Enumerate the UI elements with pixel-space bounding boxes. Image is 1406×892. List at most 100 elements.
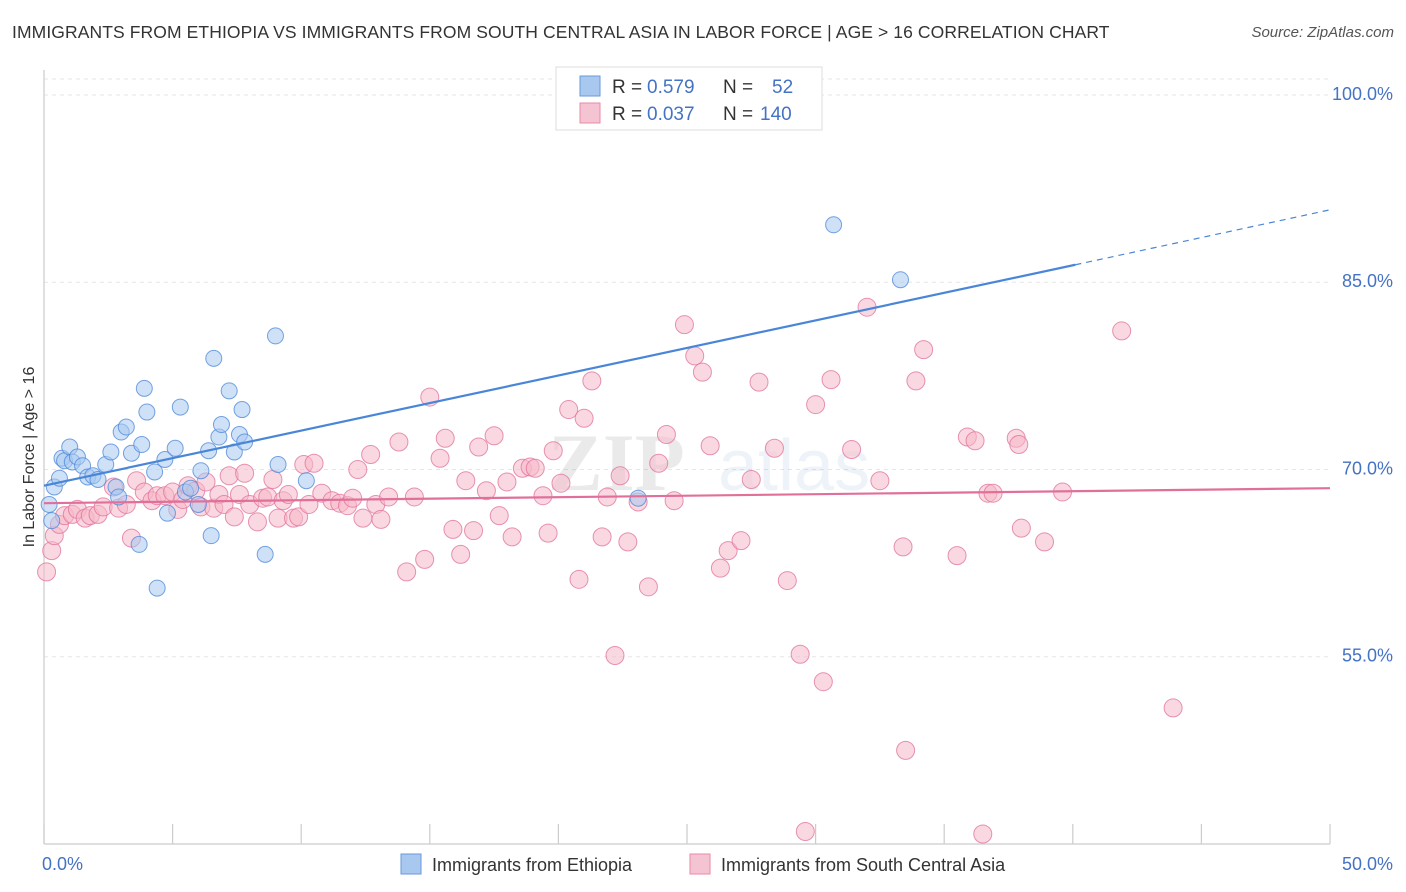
watermark-atlas: atlas <box>718 426 870 506</box>
data-point <box>171 398 189 416</box>
data-point <box>130 535 148 553</box>
legend-n-label-1: N = <box>723 77 753 98</box>
data-point <box>212 416 230 434</box>
data-point <box>559 400 579 420</box>
data-point <box>605 645 625 665</box>
legend-swatch-south-central-asia <box>579 102 601 124</box>
data-point <box>214 494 234 514</box>
data-point <box>102 443 120 461</box>
data-point <box>371 509 391 529</box>
y-tick-label: 55.0% <box>1342 646 1393 666</box>
data-point <box>278 484 298 504</box>
data-point <box>389 432 409 452</box>
data-point <box>806 395 826 415</box>
data-point <box>266 327 284 345</box>
data-point <box>348 459 368 479</box>
bottom-legend-swatch-south-central-asia <box>689 853 711 875</box>
bottom-legend-swatch-ethiopia <box>400 853 422 875</box>
data-point <box>451 544 471 564</box>
data-point <box>592 527 612 547</box>
data-point <box>574 408 594 428</box>
data-point <box>1011 518 1031 538</box>
data-point <box>629 489 647 507</box>
data-point <box>825 216 843 234</box>
data-point <box>538 523 558 543</box>
data-point <box>525 458 545 478</box>
data-point <box>502 527 522 547</box>
legend-swatch-ethiopia <box>579 75 601 97</box>
data-point <box>896 740 916 760</box>
series-ethiopia <box>40 216 909 597</box>
gridlines <box>44 78 1330 658</box>
data-point <box>1035 532 1055 552</box>
data-point <box>649 453 669 473</box>
data-point <box>40 495 58 513</box>
data-point <box>233 401 251 419</box>
data-point <box>664 491 684 511</box>
y-axis-tick-labels: 55.0% 70.0% 85.0% 100.0% <box>1332 84 1393 666</box>
data-point <box>551 473 571 493</box>
data-point <box>224 507 244 527</box>
data-point <box>353 508 373 528</box>
data-point <box>718 541 738 561</box>
data-point <box>685 346 705 366</box>
data-point <box>158 504 176 522</box>
series-south-central-asia <box>37 297 1183 844</box>
data-point <box>117 418 135 436</box>
data-point <box>202 527 220 545</box>
legend-r-value-2: 0.037 <box>647 104 695 125</box>
legend-n-value-2: 140 <box>760 104 792 125</box>
legend-n-value-1: 52 <box>772 77 793 98</box>
data-point <box>891 271 909 289</box>
data-point <box>965 431 985 451</box>
data-point <box>813 672 833 692</box>
data-point <box>235 463 255 483</box>
data-point <box>842 440 862 460</box>
data-point <box>700 436 720 456</box>
data-point <box>543 441 563 461</box>
legend-r-label-2: R = <box>612 104 642 125</box>
data-point <box>870 471 890 491</box>
data-point <box>37 562 57 582</box>
data-point <box>674 315 694 335</box>
data-point <box>166 439 184 457</box>
trend-line-extension <box>1075 209 1331 266</box>
y-tick-label: 70.0% <box>1342 458 1393 478</box>
data-point <box>135 379 153 397</box>
data-point <box>289 507 309 527</box>
data-point <box>304 453 324 473</box>
data-point <box>404 487 424 507</box>
data-point <box>297 472 315 490</box>
bottom-legend-label-south-central-asia: Immigrants from South Central Asia <box>721 855 1006 875</box>
legend-top: R = 0.579 N = 52 R = 0.037 N = 140 <box>555 66 823 131</box>
legend-r-label-1: R = <box>612 77 642 98</box>
data-point <box>397 562 417 582</box>
data-point <box>497 472 517 492</box>
y-axis-label: In Labor Force | Age > 16 <box>21 367 38 548</box>
data-point <box>464 521 484 541</box>
data-point <box>731 531 751 551</box>
data-point <box>476 481 496 501</box>
data-point <box>906 371 926 391</box>
data-point <box>343 488 363 508</box>
data-point <box>110 488 128 506</box>
data-point <box>133 436 151 454</box>
data-point <box>148 579 166 597</box>
data-point <box>484 426 504 446</box>
chart-source: Source: ZipAtlas.com <box>1251 24 1394 41</box>
data-point <box>749 372 769 392</box>
legend-r-value-1: 0.579 <box>647 77 695 98</box>
data-point <box>430 448 450 468</box>
data-point <box>182 479 200 497</box>
data-point <box>205 349 223 367</box>
data-point <box>489 506 509 526</box>
trend-line <box>43 487 1331 505</box>
chart-title: IMMIGRANTS FROM ETHIOPIA VS IMMIGRANTS F… <box>12 22 1110 42</box>
data-point <box>379 487 399 507</box>
data-point <box>269 455 287 473</box>
data-point <box>893 537 913 557</box>
data-point <box>656 425 676 445</box>
legend-bottom: Immigrants from Ethiopia Immigrants from… <box>400 853 1006 875</box>
data-point <box>247 512 267 532</box>
